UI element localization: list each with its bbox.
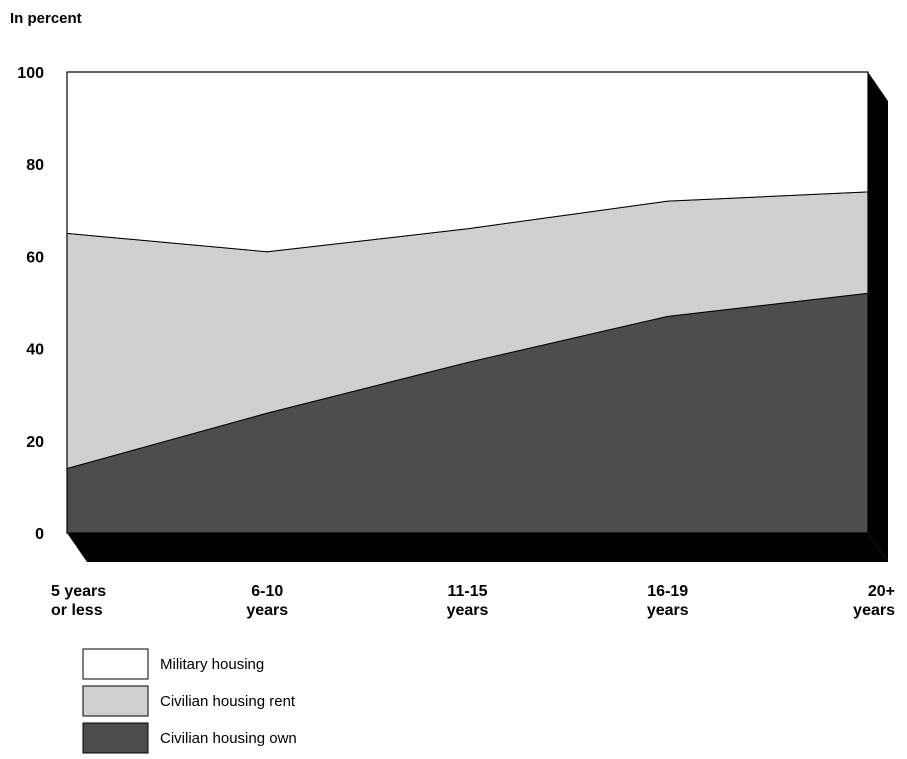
x-tick-label: 11-15 years bbox=[447, 583, 489, 619]
y-tick-label: 60 bbox=[26, 249, 44, 266]
x-tick-label: 5 years or less bbox=[51, 583, 106, 619]
x-tick-label: 20+ years bbox=[853, 583, 895, 619]
y-tick-label: 40 bbox=[26, 342, 44, 359]
x-tick-label: 6-10 years bbox=[246, 583, 288, 619]
legend-label: Civilian housing rent bbox=[160, 693, 296, 710]
x-tick-label: 16-19 years bbox=[647, 583, 689, 619]
legend: Military housing Civilian housing rent Civ… bbox=[82, 648, 297, 754]
x-tick-labels: 5 years or less 6-10 years 11-15 years 16-19 ye… bbox=[51, 583, 895, 619]
chart-3d-depth bbox=[67, 72, 888, 562]
legend-swatch bbox=[82, 722, 149, 754]
legend-swatch bbox=[82, 648, 149, 680]
plot-frame bbox=[66, 71, 869, 534]
chart-side-shadow bbox=[868, 72, 888, 562]
legend-label: Military housing bbox=[160, 656, 264, 673]
chart-floor-shadow bbox=[67, 533, 888, 562]
y-tick-label: 20 bbox=[26, 434, 44, 451]
legend-swatch bbox=[82, 685, 149, 717]
legend-label: Civilian housing own bbox=[160, 730, 297, 747]
plot-border bbox=[66, 71, 869, 534]
y-axis-title: In percent bbox=[10, 10, 82, 27]
y-tick-label: 100 bbox=[17, 65, 44, 82]
y-tick-label: 0 bbox=[35, 526, 44, 543]
y-tick-labels: 0 20 40 60 80 100 bbox=[17, 65, 44, 543]
area-series bbox=[66, 71, 869, 534]
y-tick-label: 80 bbox=[26, 157, 44, 174]
